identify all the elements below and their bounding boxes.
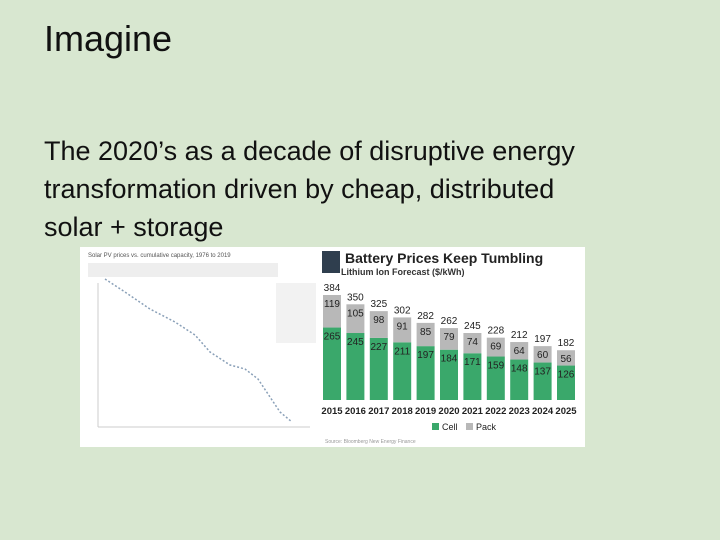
total-label: 302 bbox=[394, 305, 411, 316]
segment-label: 74 bbox=[467, 337, 479, 348]
total-label: 384 bbox=[324, 283, 341, 294]
segment-label: 184 bbox=[441, 354, 458, 365]
category-label: 2019 bbox=[415, 406, 436, 417]
slide-body: The 2020’s as a decade of disruptive ene… bbox=[44, 132, 575, 246]
bar-segment bbox=[416, 346, 435, 400]
segment-label: 197 bbox=[417, 350, 434, 361]
segment-label: 91 bbox=[397, 321, 409, 332]
category-label: 2024 bbox=[532, 406, 554, 417]
category-label: 2023 bbox=[509, 406, 530, 417]
bar-segment bbox=[440, 349, 458, 400]
bar-segment bbox=[323, 295, 341, 328]
bar-segment bbox=[463, 353, 482, 400]
total-label: 197 bbox=[534, 334, 551, 345]
legend-swatch bbox=[432, 423, 439, 430]
segment-label: 105 bbox=[347, 308, 364, 319]
bar-segment bbox=[346, 304, 365, 334]
total-label: 282 bbox=[417, 311, 434, 322]
bar-segment bbox=[533, 346, 552, 363]
total-label: 182 bbox=[558, 338, 575, 349]
category-label: 2021 bbox=[462, 406, 484, 417]
bar-segment bbox=[486, 337, 505, 357]
legend-label: Pack bbox=[476, 422, 497, 432]
segment-label: 126 bbox=[558, 370, 575, 381]
segment-label: 119 bbox=[324, 299, 340, 310]
legend-swatch bbox=[466, 423, 473, 430]
left-trend bbox=[104, 278, 293, 423]
bar-segment bbox=[323, 327, 341, 400]
segment-label: 69 bbox=[490, 342, 502, 353]
segment-label: 227 bbox=[370, 342, 387, 353]
bar-segment bbox=[393, 317, 412, 343]
segment-label: 79 bbox=[443, 332, 455, 343]
left-figure-note bbox=[88, 263, 278, 277]
segment-label: 171 bbox=[464, 357, 481, 368]
category-label: 2018 bbox=[392, 406, 413, 417]
category-label: 2020 bbox=[438, 406, 459, 417]
category-label: 2022 bbox=[485, 406, 506, 417]
segment-label: 159 bbox=[487, 361, 504, 372]
bar-segment bbox=[557, 365, 575, 400]
total-label: 245 bbox=[464, 321, 481, 332]
bar-segment bbox=[346, 333, 365, 400]
category-label: 2025 bbox=[555, 406, 577, 417]
bar-segment bbox=[369, 337, 388, 400]
segment-label: 64 bbox=[514, 346, 526, 357]
bar-segment bbox=[463, 333, 482, 354]
logo bbox=[322, 251, 340, 273]
legend-label: Cell bbox=[442, 422, 458, 432]
total-label: 262 bbox=[441, 316, 458, 327]
bar-segment bbox=[486, 356, 505, 400]
bar-segment bbox=[510, 342, 529, 360]
category-label: 2016 bbox=[345, 406, 366, 417]
bar-segment bbox=[510, 359, 529, 400]
bar-segment bbox=[557, 350, 575, 366]
figure: Solar PV prices vs. cumulative capacity,… bbox=[80, 247, 585, 447]
bar-segment bbox=[533, 362, 552, 400]
segment-label: 137 bbox=[534, 367, 551, 378]
total-label: 350 bbox=[347, 292, 364, 303]
category-label: 2017 bbox=[368, 406, 389, 417]
left-figure-title: Solar PV prices vs. cumulative capacity,… bbox=[88, 253, 231, 259]
total-label: 325 bbox=[370, 299, 387, 310]
body-line: solar + storage bbox=[44, 212, 224, 242]
slide-title: Imagine bbox=[44, 18, 173, 59]
category-label: 2015 bbox=[321, 406, 343, 417]
total-label: 228 bbox=[487, 326, 504, 337]
left-figure: Solar PV prices vs. cumulative capacity,… bbox=[88, 253, 316, 428]
segment-label: 56 bbox=[560, 354, 572, 365]
bar-segment bbox=[440, 328, 458, 350]
chart-source: Source: Bloomberg New Energy Finance bbox=[325, 439, 416, 445]
segment-label: 211 bbox=[394, 346, 410, 357]
chart-subtitle: Lithium Ion Forecast ($/kWh) bbox=[341, 267, 465, 277]
total-label: 212 bbox=[511, 330, 528, 341]
bar-segment bbox=[393, 342, 412, 400]
bar-segment bbox=[369, 311, 388, 338]
segment-label: 60 bbox=[537, 350, 549, 361]
chart-title: Battery Prices Keep Tumbling bbox=[345, 250, 543, 266]
bar-segment bbox=[416, 322, 435, 347]
segment-label: 85 bbox=[420, 327, 432, 338]
segment-label: 245 bbox=[347, 337, 364, 348]
segment-label: 148 bbox=[511, 364, 528, 375]
left-legend bbox=[276, 283, 316, 343]
segment-label: 265 bbox=[324, 332, 341, 343]
segment-label: 98 bbox=[373, 315, 385, 326]
body-line: transformation driven by cheap, distribu… bbox=[44, 174, 555, 204]
body-line: The 2020’s as a decade of disruptive ene… bbox=[44, 136, 575, 166]
